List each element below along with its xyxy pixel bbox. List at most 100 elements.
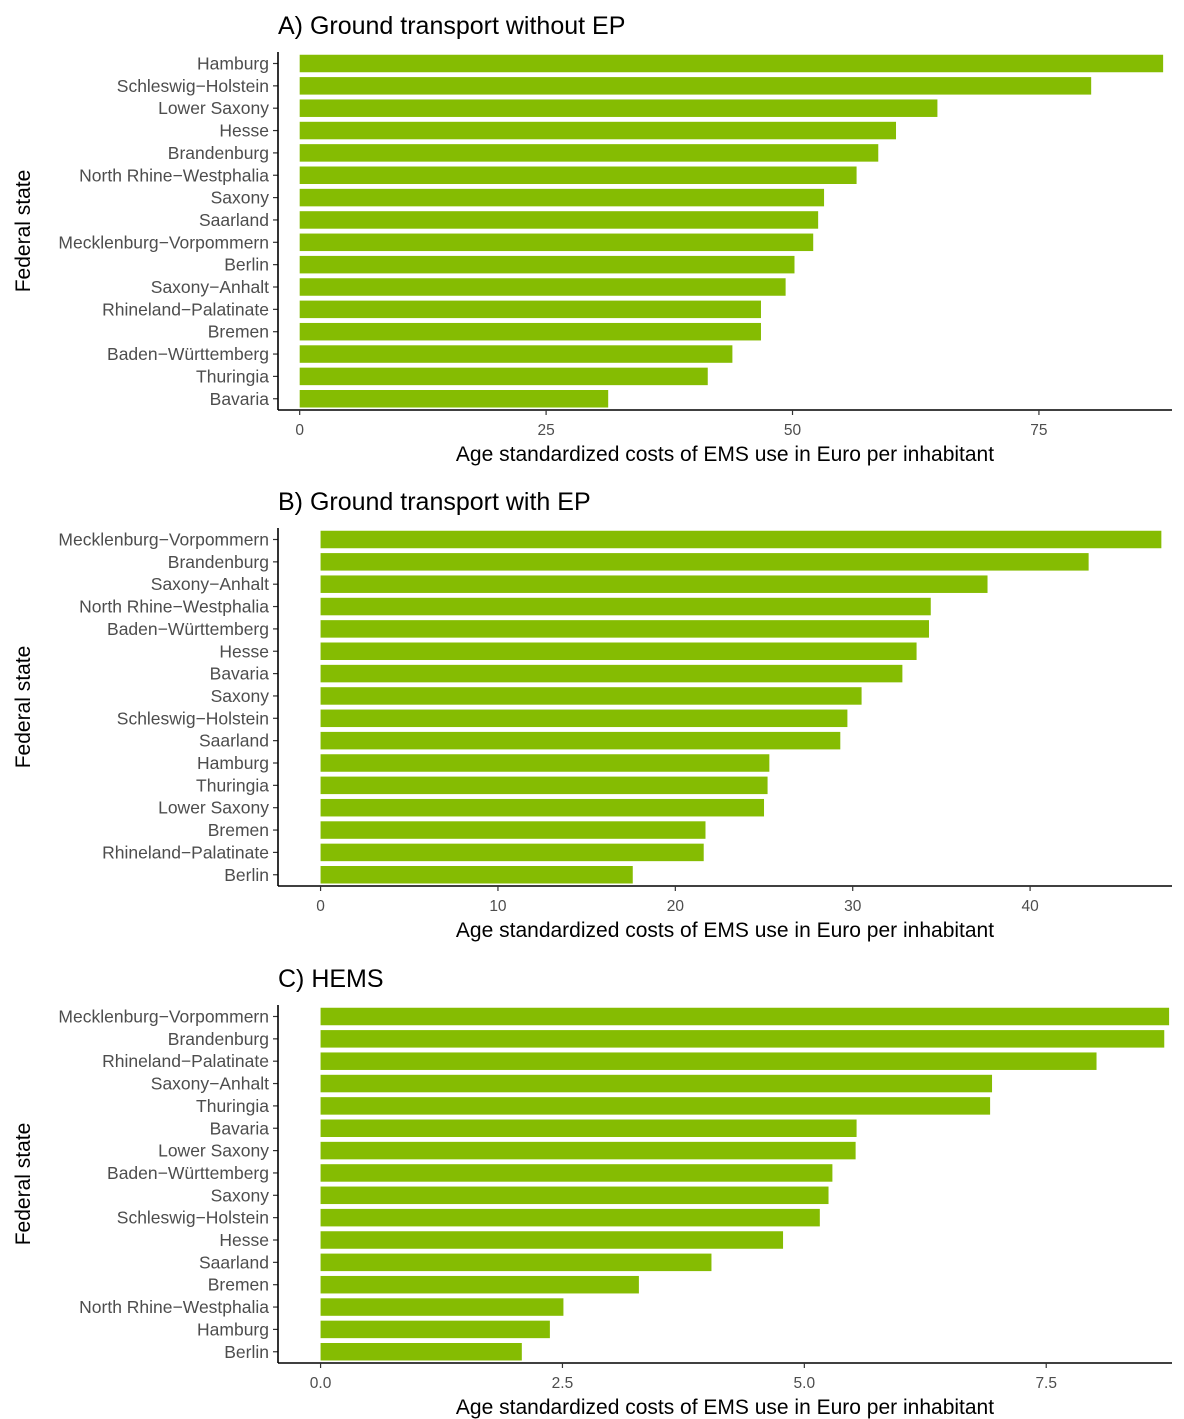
- bar-brandenburg: [299, 144, 879, 162]
- x-tick-label: 0: [295, 422, 304, 439]
- category-label-mecklenburg-vorpommern: Mecklenburg−Vorpommern: [58, 232, 269, 252]
- y-axis-title: Federal state: [12, 170, 35, 293]
- bar-bremen: [320, 1275, 639, 1294]
- bar-berlin: [320, 866, 633, 884]
- bar-mecklenburg-vorpommern: [320, 530, 1162, 549]
- category-label-saxony-anhalt: Saxony−Anhalt: [151, 1074, 269, 1094]
- bar-rhineland-palatinate: [320, 1052, 1097, 1070]
- bar-bremen: [299, 322, 761, 341]
- category-label-saxony-anhalt: Saxony−Anhalt: [151, 574, 269, 594]
- category-label-saarland: Saarland: [199, 210, 269, 230]
- bar-berlin: [320, 1343, 522, 1361]
- bar-lower-saxony: [320, 1141, 856, 1160]
- bar-saxony-anhalt: [320, 575, 988, 593]
- category-label-thuringia: Thuringia: [196, 775, 269, 795]
- y-axis-title: Federal state: [12, 646, 35, 769]
- bar-thuringia: [299, 367, 708, 386]
- bar-brandenburg: [320, 553, 1089, 571]
- category-label-hamburg: Hamburg: [197, 753, 269, 773]
- category-label-saxony: Saxony: [211, 1185, 270, 1205]
- bar-saxony-anhalt: [320, 1074, 993, 1093]
- category-label-lower-saxony: Lower Saxony: [158, 98, 269, 118]
- category-label-hamburg: Hamburg: [197, 54, 269, 74]
- bar-hamburg: [320, 1320, 550, 1339]
- category-label-hamburg: Hamburg: [197, 1319, 269, 1339]
- category-label-hesse: Hesse: [219, 1230, 269, 1250]
- category-label-saarland: Saarland: [199, 731, 269, 751]
- bar-berlin: [299, 255, 795, 274]
- bar-saarland: [320, 731, 841, 750]
- category-label-north-rhine-westphalia: North Rhine−Westphalia: [79, 597, 269, 617]
- bar-saxony: [299, 188, 825, 207]
- bar-thuringia: [320, 1097, 991, 1115]
- chart-panel-b: B) Ground transport with EP Mecklenburg−V…: [12, 488, 1172, 942]
- x-tick-label: 2.5: [552, 1375, 574, 1392]
- x-tick-label: 5.0: [794, 1375, 816, 1392]
- category-label-hesse: Hesse: [219, 121, 269, 141]
- category-label-schleswig-holstein: Schleswig−Holstein: [117, 708, 269, 728]
- bar-hesse: [320, 642, 917, 660]
- x-tick-label: 7.5: [1035, 1375, 1057, 1392]
- bar-lower-saxony: [299, 99, 938, 117]
- category-label-mecklenburg-vorpommern: Mecklenburg−Vorpommern: [58, 1007, 269, 1027]
- bar-north-rhine-westphalia: [299, 166, 857, 184]
- bar-schleswig-holstein: [320, 1208, 820, 1227]
- bar-bavaria: [320, 1119, 857, 1137]
- x-tick-label: 0: [316, 898, 325, 915]
- category-label-north-rhine-westphalia: North Rhine−Westphalia: [79, 165, 269, 185]
- category-label-brandenburg: Brandenburg: [168, 552, 269, 572]
- y-axis-title: Federal state: [12, 1123, 35, 1246]
- category-label-rhineland-palatinate: Rhineland−Palatinate: [102, 299, 269, 319]
- x-tick-label: 25: [537, 422, 554, 439]
- bar-hesse: [320, 1231, 784, 1249]
- bar-bavaria: [299, 390, 609, 408]
- category-label-mecklenburg-vorpommern: Mecklenburg−Vorpommern: [58, 530, 269, 550]
- bar-mecklenburg-vorpommern: [320, 1007, 1170, 1026]
- x-tick-label: 75: [1030, 422, 1047, 439]
- bar-thuringia: [320, 776, 768, 795]
- bar-hamburg: [299, 54, 1164, 73]
- bar-north-rhine-westphalia: [320, 597, 931, 616]
- bar-baden-wurttemberg: [299, 345, 733, 363]
- x-tick-label: 50: [784, 422, 802, 439]
- category-label-schleswig-holstein: Schleswig−Holstein: [117, 1208, 269, 1228]
- bar-saarland: [320, 1253, 712, 1272]
- bar-bremen: [320, 821, 706, 839]
- bar-baden-wurttemberg: [320, 620, 929, 638]
- category-label-bremen: Bremen: [208, 820, 269, 840]
- category-label-lower-saxony: Lower Saxony: [158, 798, 269, 818]
- bar-lower-saxony: [320, 798, 765, 817]
- category-label-rhineland-palatinate: Rhineland−Palatinate: [102, 842, 269, 862]
- x-tick-label: 30: [844, 898, 862, 915]
- category-label-brandenburg: Brandenburg: [168, 143, 269, 163]
- panel-title: A) Ground transport without EP: [278, 12, 625, 40]
- category-label-bremen: Bremen: [208, 322, 269, 342]
- x-tick-label: 10: [489, 898, 507, 915]
- category-label-thuringia: Thuringia: [196, 366, 269, 386]
- x-tick-label: 0.0: [310, 1375, 332, 1392]
- category-label-thuringia: Thuringia: [196, 1096, 269, 1116]
- x-axis-title: Age standardized costs of EMS use in Eur…: [456, 919, 994, 942]
- category-label-berlin: Berlin: [224, 865, 269, 885]
- category-label-schleswig-holstein: Schleswig−Holstein: [117, 76, 269, 96]
- category-label-bavaria: Bavaria: [210, 389, 270, 409]
- category-label-baden-wurttemberg: Baden−Württemberg: [107, 344, 269, 364]
- bar-brandenburg: [320, 1030, 1165, 1048]
- category-label-bavaria: Bavaria: [210, 1118, 270, 1138]
- bar-saarland: [299, 211, 819, 229]
- category-label-saarland: Saarland: [199, 1252, 269, 1272]
- bar-north-rhine-westphalia: [320, 1298, 564, 1316]
- category-label-rhineland-palatinate: Rhineland−Palatinate: [102, 1051, 269, 1071]
- bar-bavaria: [320, 664, 903, 683]
- bar-rhineland-palatinate: [320, 843, 704, 862]
- x-tick-label: 40: [1021, 898, 1039, 915]
- bar-schleswig-holstein: [299, 77, 1092, 95]
- category-label-brandenburg: Brandenburg: [168, 1029, 269, 1049]
- category-label-lower-saxony: Lower Saxony: [158, 1141, 269, 1161]
- bar-mecklenburg-vorpommern: [299, 233, 814, 252]
- category-label-north-rhine-westphalia: North Rhine−Westphalia: [79, 1297, 269, 1317]
- category-label-baden-wurttemberg: Baden−Württemberg: [107, 1163, 269, 1183]
- category-label-saxony: Saxony: [211, 188, 270, 208]
- category-label-berlin: Berlin: [224, 1342, 269, 1362]
- category-label-baden-wurttemberg: Baden−Württemberg: [107, 619, 269, 639]
